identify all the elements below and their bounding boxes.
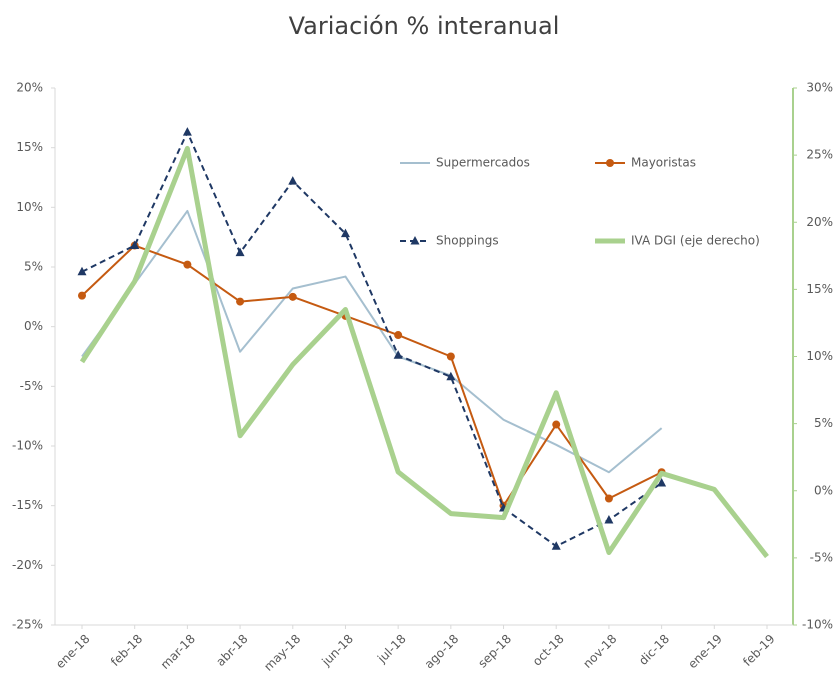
legend-label: Shoppings: [436, 234, 499, 248]
data-point: [288, 176, 298, 185]
legend-marker: [410, 236, 420, 245]
y-tick-label: 10%: [16, 200, 43, 214]
y2-tick-label: 20%: [806, 215, 833, 229]
legend-label: Supermercados: [436, 156, 530, 170]
y-tick-label: 5%: [24, 260, 43, 274]
chart-title: Variación % interanual: [289, 12, 560, 40]
data-point: [393, 350, 403, 359]
series-line: [81, 131, 663, 548]
legend-marker: [606, 159, 614, 167]
y-tick-label: -15%: [12, 498, 43, 512]
data-point: [130, 240, 140, 250]
data-point: [446, 371, 456, 381]
data-point: [235, 247, 245, 257]
y2-tick-label: 5%: [814, 416, 833, 430]
y-tick-label: -10%: [12, 439, 43, 453]
data-point: [446, 352, 455, 361]
x-tick-label: dic-18: [636, 632, 672, 668]
legend-item: Mayoristas: [595, 156, 696, 170]
y2-tick-label: 0%: [814, 483, 833, 497]
data-point: [288, 292, 297, 301]
legend-label: Mayoristas: [631, 156, 696, 170]
y-tick-label: -20%: [12, 558, 43, 572]
y2-tick-label: -5%: [810, 550, 833, 564]
data-point: [340, 228, 350, 238]
data-point: [604, 494, 613, 503]
legend-item: IVA DGI (eje derecho): [595, 234, 760, 248]
y2-tick-label: -10%: [802, 618, 833, 632]
data-point: [236, 297, 245, 306]
data-point: [394, 331, 403, 340]
x-tick-label: mar-18: [158, 632, 198, 672]
legend-item: Shoppings: [400, 234, 499, 248]
data-point: [77, 266, 87, 276]
data-point: [604, 514, 614, 524]
series-line: [79, 145, 769, 559]
data-point: [551, 541, 561, 550]
y-tick-label: -5%: [20, 379, 43, 393]
x-tick-label: may-18: [261, 632, 303, 674]
data-point: [657, 477, 667, 487]
y-tick-label: 20%: [16, 81, 43, 95]
x-tick-label: jul-18: [374, 632, 409, 667]
data-point: [78, 291, 86, 300]
data-point: [552, 420, 561, 429]
x-tick-label: ene-19: [685, 632, 725, 672]
legend-item: Supermercados: [400, 156, 530, 170]
series-line: [81, 209, 663, 474]
y2-tick-label: 10%: [806, 349, 833, 363]
x-tick-label: ene-18: [53, 632, 93, 672]
x-tick-label: feb-19: [740, 632, 777, 669]
y2-tick-label: 25%: [806, 148, 833, 162]
legend-label: IVA DGI (eje derecho): [631, 234, 760, 248]
x-tick-label: nov-18: [580, 632, 619, 671]
data-point: [183, 260, 192, 269]
series-line: [81, 244, 663, 507]
data-point: [182, 127, 192, 136]
y-tick-label: 0%: [24, 319, 43, 333]
y2-tick-label: 30%: [806, 81, 833, 95]
x-tick-label: feb-18: [108, 632, 145, 669]
x-tick-label: abr-18: [213, 632, 250, 669]
y-tick-label: -25%: [12, 618, 43, 632]
y2-tick-label: 15%: [806, 282, 833, 296]
y-tick-label: 15%: [16, 140, 43, 154]
x-tick-label: oct-18: [530, 632, 567, 669]
x-tick-label: sep-18: [475, 632, 514, 671]
x-tick-label: ago-18: [422, 632, 462, 672]
x-tick-label: jun-18: [318, 632, 356, 670]
